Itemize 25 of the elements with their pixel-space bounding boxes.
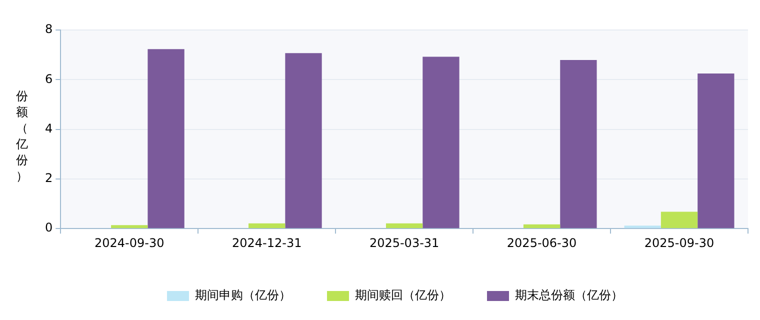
bar	[386, 223, 423, 228]
x-tick-label: 2025-03-31	[369, 236, 440, 250]
bar	[698, 73, 734, 228]
bar	[660, 212, 698, 228]
bar	[523, 224, 560, 228]
x-tick-label: 2025-09-30	[644, 236, 714, 250]
bar	[111, 225, 148, 228]
bar	[148, 49, 184, 228]
legend-label: 期间申购（亿份）	[195, 288, 291, 302]
x-tick-label: 2024-09-30	[94, 236, 164, 250]
bar	[560, 60, 597, 228]
bar	[248, 223, 286, 228]
x-tick-label: 2025-06-30	[506, 236, 577, 250]
bar	[624, 226, 661, 228]
y-tick-label: 2	[44, 171, 53, 186]
bar	[422, 56, 460, 228]
y-tick-label: 8	[44, 22, 53, 36]
y-tick-label: 0	[44, 220, 53, 235]
bar	[285, 53, 322, 228]
y-tick-label: 6	[44, 72, 53, 86]
x-tick-label: 2024-12-31	[232, 236, 302, 250]
legend-label: 期末总份额（亿份）	[515, 288, 623, 302]
legend-label: 期间赎回（亿份）	[355, 288, 451, 302]
y-tick-label: 4	[44, 121, 53, 136]
y-axis-title: 份额（亿份）	[15, 88, 29, 184]
